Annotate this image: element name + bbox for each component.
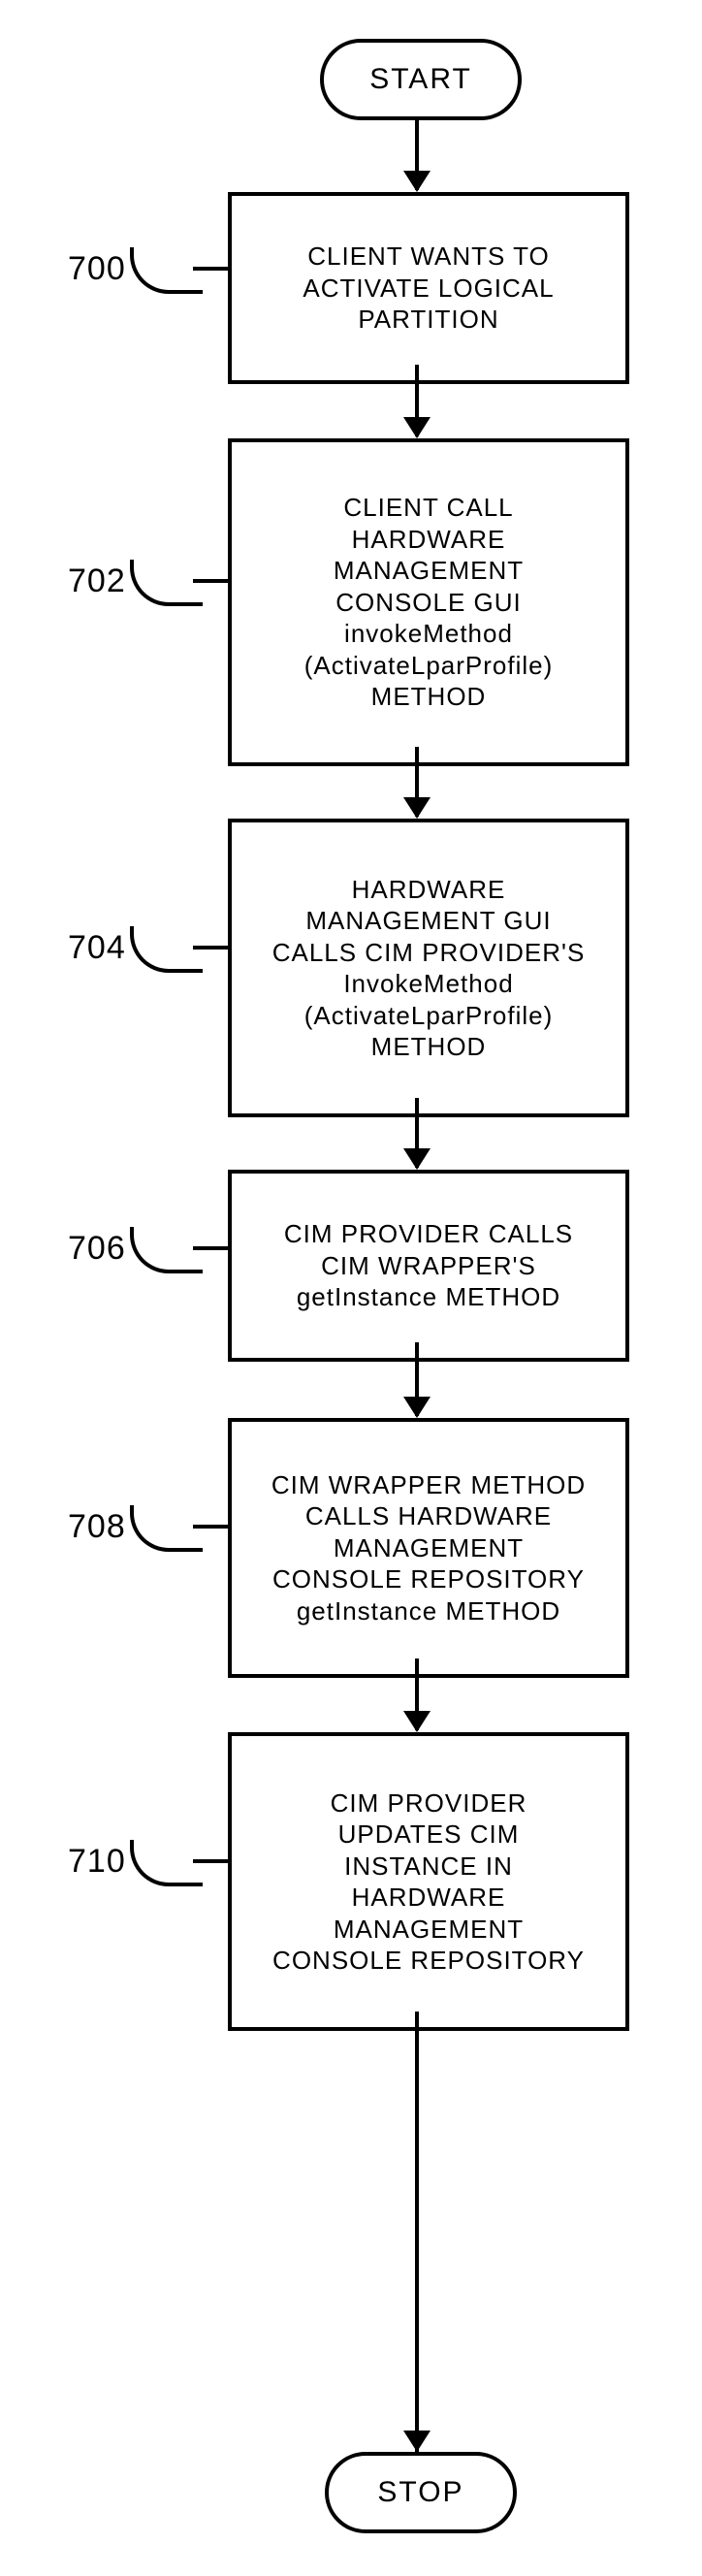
label-702: 702 (68, 563, 126, 600)
start-terminator: START (320, 39, 522, 120)
label-700: 700 (68, 250, 126, 288)
label-710: 710 (68, 1843, 126, 1881)
label-704: 704 (68, 929, 126, 967)
process-708: CIM WRAPPER METHODCALLS HARDWAREMANAGEME… (228, 1418, 629, 1678)
stop-terminator: STOP (325, 2452, 517, 2533)
label-706: 706 (68, 1230, 126, 1268)
label-708: 708 (68, 1508, 126, 1546)
process-700: CLIENT WANTS TOACTIVATE LOGICALPARTITION (228, 192, 629, 384)
process-706: CIM PROVIDER CALLSCIM WRAPPER'SgetInstan… (228, 1170, 629, 1362)
process-704: HARDWAREMANAGEMENT GUICALLS CIM PROVIDER… (228, 819, 629, 1117)
process-710: CIM PROVIDERUPDATES CIMINSTANCE INHARDWA… (228, 1732, 629, 2031)
process-702: CLIENT CALLHARDWAREMANAGEMENTCONSOLE GUI… (228, 438, 629, 766)
